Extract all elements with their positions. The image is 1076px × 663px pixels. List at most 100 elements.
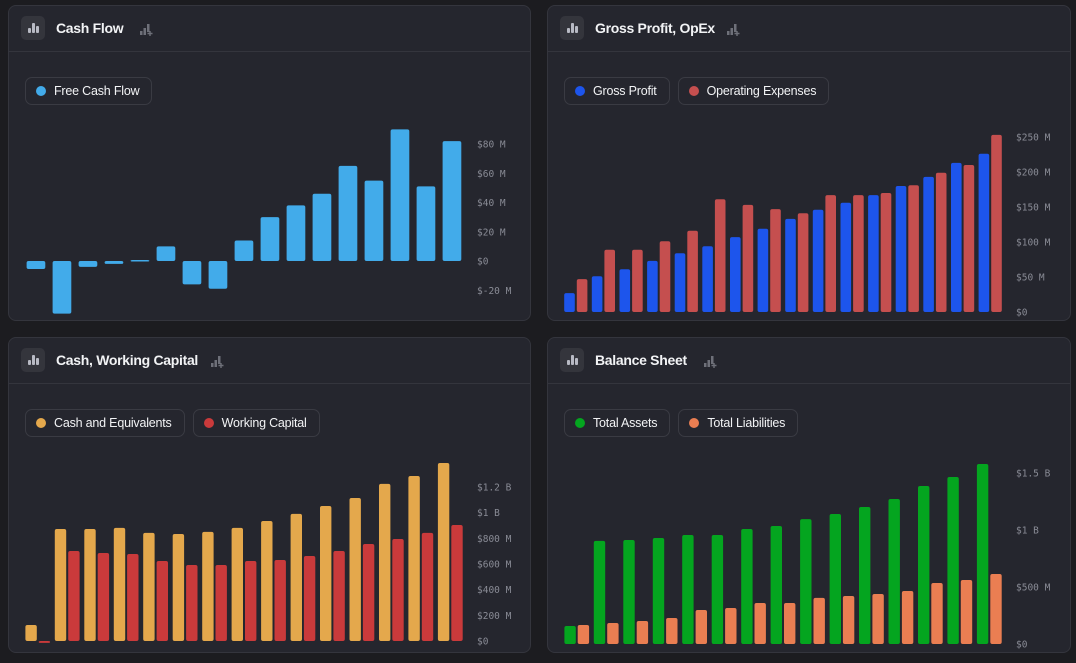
bar-free-cash-flow[interactable] <box>156 246 176 261</box>
bar-gross-profit[interactable] <box>757 228 769 312</box>
bar-operating-expenses[interactable] <box>963 165 975 312</box>
bar-operating-expenses[interactable] <box>935 172 947 312</box>
bar-cash-and-equivalents[interactable] <box>25 625 37 641</box>
bar-total-liabilities[interactable] <box>754 603 766 644</box>
bar-operating-expenses[interactable] <box>908 185 919 312</box>
bar-gross-profit[interactable] <box>564 293 575 312</box>
bar-cash-and-equivalents[interactable] <box>349 498 361 641</box>
bar-working-capital[interactable] <box>186 565 198 641</box>
legend-item[interactable]: Gross Profit <box>564 77 670 105</box>
bar-operating-expenses[interactable] <box>770 209 781 312</box>
bar-gross-profit[interactable] <box>591 276 603 312</box>
bar-operating-expenses[interactable] <box>632 249 643 312</box>
bar-gross-profit[interactable] <box>647 260 658 312</box>
bar-total-assets[interactable] <box>947 477 959 644</box>
bar-free-cash-flow[interactable] <box>260 217 280 261</box>
bar-working-capital[interactable] <box>392 539 404 641</box>
bar-gross-profit[interactable] <box>619 269 631 312</box>
bar-operating-expenses[interactable] <box>880 193 892 312</box>
bar-free-cash-flow[interactable] <box>182 261 202 285</box>
add-chart-icon[interactable] <box>703 354 717 368</box>
bar-free-cash-flow[interactable] <box>130 260 150 262</box>
bar-total-liabilities[interactable] <box>960 580 973 644</box>
bar-total-assets[interactable] <box>829 514 841 644</box>
bar-chart-icon[interactable] <box>560 16 584 40</box>
bar-operating-expenses[interactable] <box>853 195 864 312</box>
bar-free-cash-flow[interactable] <box>338 165 358 261</box>
bar-gross-profit[interactable] <box>895 186 907 312</box>
bar-cash-and-equivalents[interactable] <box>231 527 243 641</box>
bar-total-assets[interactable] <box>976 464 989 644</box>
bar-working-capital[interactable] <box>421 532 434 641</box>
bar-free-cash-flow[interactable] <box>286 205 306 261</box>
bar-total-assets[interactable] <box>859 507 871 644</box>
bar-cash-and-equivalents[interactable] <box>202 531 214 641</box>
bar-gross-profit[interactable] <box>730 237 741 312</box>
bar-gross-profit[interactable] <box>702 246 713 312</box>
bar-operating-expenses[interactable] <box>797 213 809 312</box>
bar-working-capital[interactable] <box>362 544 375 641</box>
bar-working-capital[interactable] <box>127 554 139 641</box>
bar-working-capital[interactable] <box>156 561 168 641</box>
bar-gross-profit[interactable] <box>923 176 934 312</box>
bar-cash-and-equivalents[interactable] <box>320 506 332 641</box>
bar-operating-expenses[interactable] <box>825 195 836 312</box>
bar-total-assets[interactable] <box>770 526 782 644</box>
bar-working-capital[interactable] <box>303 556 316 641</box>
bar-total-liabilities[interactable] <box>931 583 943 644</box>
bar-working-capital[interactable] <box>68 551 80 641</box>
bar-cash-and-equivalents[interactable] <box>113 527 126 641</box>
bar-cash-and-equivalents[interactable] <box>379 483 391 641</box>
bar-total-liabilities[interactable] <box>842 596 855 644</box>
bar-total-assets[interactable] <box>652 538 665 644</box>
bar-total-liabilities[interactable] <box>607 623 619 644</box>
bar-operating-expenses[interactable] <box>659 241 671 312</box>
bar-total-liabilities[interactable] <box>784 603 796 644</box>
bar-free-cash-flow[interactable] <box>442 141 462 261</box>
bar-total-assets[interactable] <box>888 499 900 644</box>
bar-cash-and-equivalents[interactable] <box>84 529 96 641</box>
bar-chart-icon[interactable] <box>21 348 45 372</box>
bar-cash-and-equivalents[interactable] <box>172 534 185 641</box>
bar-cash-and-equivalents[interactable] <box>261 521 273 641</box>
bar-working-capital[interactable] <box>274 560 286 641</box>
bar-cash-and-equivalents[interactable] <box>290 513 302 641</box>
bar-gross-profit[interactable] <box>674 253 686 312</box>
bar-cash-and-equivalents[interactable] <box>54 529 67 641</box>
bar-free-cash-flow[interactable] <box>312 193 332 261</box>
legend-item[interactable]: Cash and Equivalents <box>25 409 185 437</box>
add-chart-icon[interactable] <box>726 22 740 36</box>
bar-total-assets[interactable] <box>623 540 635 644</box>
bar-cash-and-equivalents[interactable] <box>143 532 155 641</box>
legend-item[interactable]: Working Capital <box>192 409 320 437</box>
bar-total-liabilities[interactable] <box>901 591 914 644</box>
bar-gross-profit[interactable] <box>951 162 962 312</box>
legend-item[interactable]: Free Cash Flow <box>25 77 153 105</box>
bar-total-assets[interactable] <box>918 486 930 644</box>
bar-chart-icon[interactable] <box>21 16 45 40</box>
bar-total-assets[interactable] <box>800 519 812 644</box>
bar-operating-expenses[interactable] <box>742 204 754 312</box>
legend-item[interactable]: Operating Expenses <box>677 77 830 105</box>
bar-free-cash-flow[interactable] <box>78 261 98 267</box>
bar-free-cash-flow[interactable] <box>104 261 124 264</box>
bar-chart-icon[interactable] <box>560 348 584 372</box>
bar-operating-expenses[interactable] <box>714 199 726 312</box>
bar-cash-and-equivalents[interactable] <box>437 463 450 641</box>
bar-total-assets[interactable] <box>593 540 606 644</box>
bar-operating-expenses[interactable] <box>604 249 615 312</box>
bar-total-liabilities[interactable] <box>872 594 884 644</box>
bar-total-liabilities[interactable] <box>636 621 649 644</box>
bar-total-liabilities[interactable] <box>813 597 825 644</box>
bar-operating-expenses[interactable] <box>687 230 698 312</box>
legend-item[interactable]: Total Assets <box>564 409 671 437</box>
bar-free-cash-flow[interactable] <box>52 261 72 314</box>
bar-total-liabilities[interactable] <box>695 610 707 644</box>
bar-total-liabilities[interactable] <box>725 608 737 644</box>
bar-total-liabilities[interactable] <box>577 625 590 644</box>
bar-working-capital[interactable] <box>215 565 227 641</box>
bar-working-capital[interactable] <box>333 551 345 641</box>
bar-cash-and-equivalents[interactable] <box>408 476 420 641</box>
bar-gross-profit[interactable] <box>785 218 796 312</box>
bar-total-liabilities[interactable] <box>666 618 678 644</box>
